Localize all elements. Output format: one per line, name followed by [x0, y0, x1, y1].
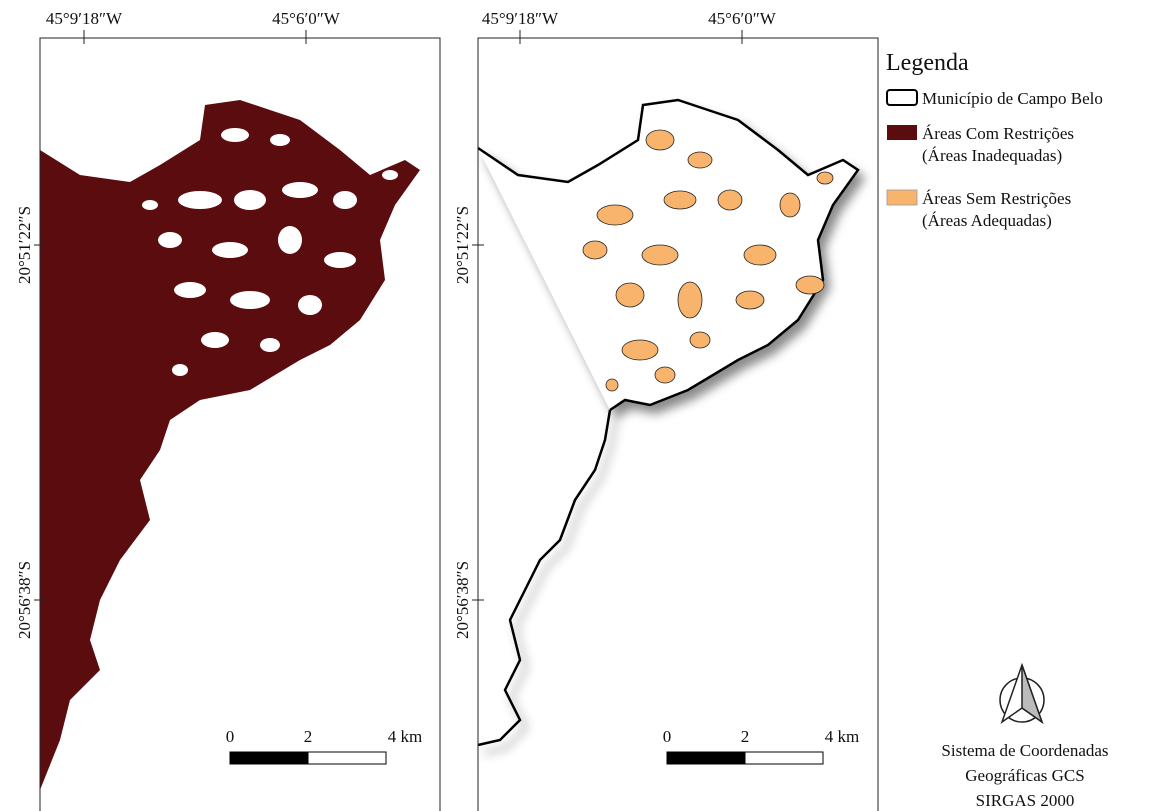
scale-bar	[666, 751, 746, 765]
map-left: 45°9′18″W 45°6′0″W 20°51′22″S 20°56′38″S…	[15, 9, 441, 811]
x-label: 45°6′0″W	[272, 9, 341, 28]
legend-swatch	[886, 189, 918, 206]
y-label: 20°56′38″S	[15, 561, 34, 639]
legend-label: Áreas Sem Restrições	[922, 189, 1071, 208]
crs-line: SIRGAS 2000	[976, 791, 1075, 810]
north-arrow	[999, 662, 1045, 724]
map-frame	[39, 37, 441, 811]
x-label: 45°6′0″W	[708, 9, 777, 28]
suitable-areas	[582, 129, 834, 392]
legend-title: Legenda	[886, 50, 969, 76]
restricted-area	[40, 100, 420, 790]
scale-bar	[229, 751, 309, 765]
legend-swatch	[886, 89, 918, 106]
crs-note: Sistema de Coordenadas Geográficas GCS S…	[941, 741, 1108, 810]
scale-label: 0	[226, 727, 235, 746]
scale-label: 2	[304, 727, 313, 746]
scale-label: 4 km	[825, 727, 859, 746]
legend-swatch	[887, 125, 917, 140]
legend-label: Áreas Com Restrições	[922, 124, 1074, 143]
legend-label: (Áreas Adequadas)	[922, 211, 1052, 230]
scale-bar	[307, 751, 387, 765]
y-label: 20°51′22″S	[453, 206, 472, 284]
scale-label: 4 km	[388, 727, 422, 746]
x-label: 45°9′18″W	[46, 9, 123, 28]
legend-label: (Áreas Inadequadas)	[922, 146, 1062, 165]
map-right: 45°9′18″W 45°6′0″W 20°51′22″S 20°56′38″S…	[453, 9, 879, 811]
scale-label: 2	[741, 727, 750, 746]
legend: Legenda Município de Campo Belo Áreas Co…	[886, 50, 1103, 230]
map-frame	[477, 37, 879, 811]
municipality-outline	[477, 409, 612, 747]
scale-bar	[744, 751, 824, 765]
crs-line: Sistema de Coordenadas	[941, 741, 1108, 760]
legend-label: Município de Campo Belo	[922, 89, 1103, 108]
y-label: 20°56′38″S	[453, 561, 472, 639]
y-label: 20°51′22″S	[15, 206, 34, 284]
scale-label: 0	[663, 727, 672, 746]
crs-line: Geográficas GCS	[965, 766, 1084, 785]
unrestricted-holes	[142, 128, 398, 376]
x-label: 45°9′18″W	[482, 9, 559, 28]
